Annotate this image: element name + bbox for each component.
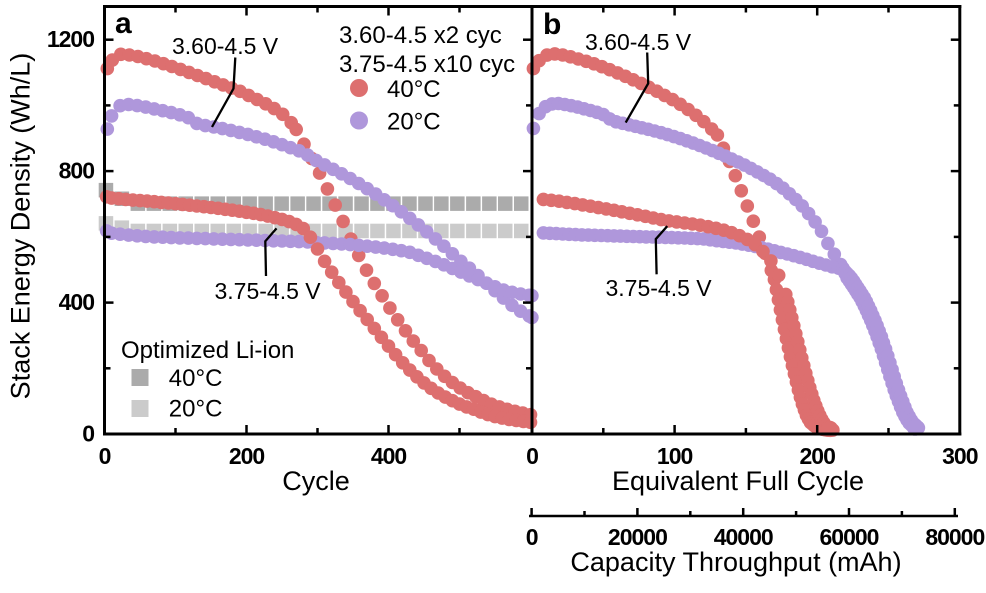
svg-text:400: 400 — [59, 289, 95, 315]
svg-text:3.75-4.5 V: 3.75-4.5 V — [606, 275, 713, 301]
svg-text:3.60-4.5 V: 3.60-4.5 V — [172, 33, 279, 59]
svg-text:100: 100 — [657, 443, 693, 469]
svg-text:0: 0 — [99, 443, 111, 469]
svg-text:300: 300 — [942, 443, 978, 469]
svg-text:40°C: 40°C — [387, 76, 441, 103]
svg-text:800: 800 — [59, 158, 95, 184]
svg-text:a: a — [115, 7, 132, 40]
svg-text:3.75-4.5 x10 cyc: 3.75-4.5 x10 cyc — [339, 51, 515, 78]
svg-text:20°C: 20°C — [169, 396, 223, 423]
svg-text:3.60-4.5 x2 cyc: 3.60-4.5 x2 cyc — [339, 22, 502, 49]
svg-text:0: 0 — [526, 443, 538, 469]
svg-text:0: 0 — [526, 524, 538, 550]
svg-text:Capacity Throughput (mAh): Capacity Throughput (mAh) — [570, 547, 901, 577]
svg-text:Cycle: Cycle — [282, 466, 350, 496]
svg-text:40000: 40000 — [714, 524, 773, 550]
svg-text:80000: 80000 — [925, 524, 984, 550]
svg-text:1200: 1200 — [47, 26, 94, 52]
svg-text:3.75-4.5 V: 3.75-4.5 V — [215, 278, 322, 304]
svg-text:Optimized Li-ion: Optimized Li-ion — [121, 337, 294, 364]
svg-text:200: 200 — [800, 443, 836, 469]
svg-text:Stack Energy Density (Wh/L): Stack Energy Density (Wh/L) — [6, 53, 36, 400]
svg-text:3.60-4.5 V: 3.60-4.5 V — [585, 29, 692, 55]
svg-text:0: 0 — [82, 421, 94, 447]
svg-text:200: 200 — [229, 443, 265, 469]
svg-text:Equivalent Full Cycle: Equivalent Full Cycle — [612, 466, 864, 496]
svg-text:b: b — [543, 8, 561, 41]
svg-text:20000: 20000 — [608, 524, 667, 550]
svg-text:20°C: 20°C — [387, 109, 441, 136]
svg-text:40°C: 40°C — [169, 365, 223, 392]
svg-text:60000: 60000 — [820, 524, 879, 550]
svg-text:400: 400 — [371, 443, 407, 469]
